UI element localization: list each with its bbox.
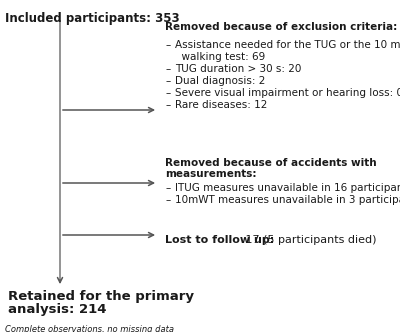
Text: 17 (5 participants died): 17 (5 participants died) — [242, 235, 376, 245]
Text: –: – — [165, 183, 170, 193]
Text: Removed because of accidents with: Removed because of accidents with — [165, 158, 377, 168]
Text: Severe visual impairment or hearing loss: 0: Severe visual impairment or hearing loss… — [175, 88, 400, 98]
Text: analysis: 214: analysis: 214 — [8, 303, 106, 316]
Text: Included participants: 353: Included participants: 353 — [5, 12, 180, 25]
Text: –: – — [165, 64, 170, 74]
Text: –: – — [165, 40, 170, 50]
Text: Rare diseases: 12: Rare diseases: 12 — [175, 100, 267, 110]
Text: Complete observations, no missing data: Complete observations, no missing data — [5, 325, 174, 332]
Text: 10mWT measures unavailable in 3 participants: 10mWT measures unavailable in 3 particip… — [175, 195, 400, 205]
Text: TUG duration > 30 s: 20: TUG duration > 30 s: 20 — [175, 64, 301, 74]
Text: –: – — [165, 76, 170, 86]
Text: –: – — [165, 88, 170, 98]
Text: Assistance needed for the TUG or the 10 m: Assistance needed for the TUG or the 10 … — [175, 40, 400, 50]
Text: –: – — [165, 195, 170, 205]
Text: –: – — [165, 100, 170, 110]
Text: Lost to follow up:: Lost to follow up: — [165, 235, 274, 245]
Text: walking test: 69: walking test: 69 — [175, 52, 265, 62]
Text: ITUG measures unavailable in 16 participants: ITUG measures unavailable in 16 particip… — [175, 183, 400, 193]
Text: Dual diagnosis: 2: Dual diagnosis: 2 — [175, 76, 265, 86]
Text: measurements:: measurements: — [165, 169, 256, 179]
Text: Removed because of exclusion criteria:: Removed because of exclusion criteria: — [165, 22, 397, 32]
Text: Retained for the primary: Retained for the primary — [8, 290, 194, 303]
